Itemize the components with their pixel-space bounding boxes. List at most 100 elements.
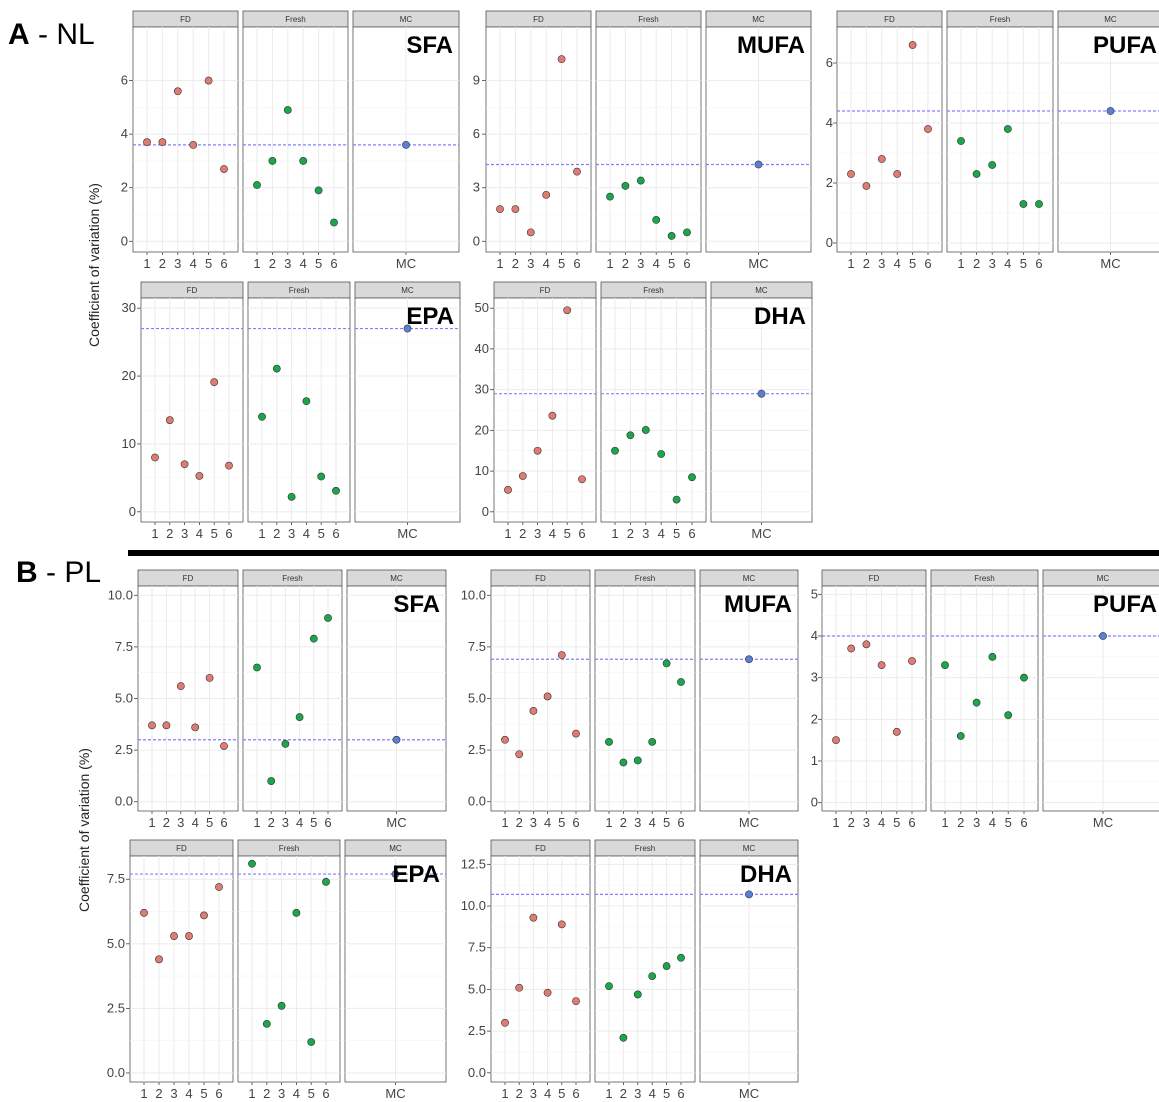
x-tick-label: 2 — [516, 1086, 523, 1101]
data-point — [662, 962, 671, 970]
data-point — [158, 138, 167, 147]
data-point — [529, 913, 538, 922]
y-tick-label: 0 — [811, 795, 818, 810]
x-tick-label: 4 — [293, 1086, 300, 1101]
data-point — [648, 737, 657, 746]
x-tick-label: 5 — [668, 256, 675, 271]
x-tick-label: MC — [748, 256, 768, 271]
data-point — [572, 997, 580, 1006]
data-point — [1019, 200, 1028, 208]
x-tick-label: 3 — [282, 815, 289, 830]
y-tick-label: 3 — [811, 670, 818, 685]
panel-box — [485, 26, 592, 253]
data-point — [148, 721, 156, 730]
x-tick-label: 4 — [649, 1086, 656, 1101]
facet-label: Fresh — [289, 286, 309, 295]
panel-box — [836, 26, 943, 253]
data-point — [292, 908, 301, 917]
facet-label: MC — [390, 574, 403, 583]
data-point — [299, 157, 308, 165]
data-point — [611, 446, 619, 455]
data-point — [988, 161, 997, 169]
y-tick-label: 0 — [482, 504, 489, 519]
x-tick-label: 6 — [322, 1086, 329, 1101]
data-point — [272, 364, 281, 373]
x-tick-label: 1 — [496, 256, 503, 271]
data-point — [677, 953, 685, 962]
data-point — [403, 324, 412, 333]
x-tick-label: 4 — [894, 256, 901, 271]
data-point — [847, 644, 856, 653]
data-point — [667, 232, 676, 240]
section-letter: A — [8, 18, 30, 51]
data-point — [657, 450, 666, 458]
facet-label: MC — [743, 844, 756, 853]
data-point — [893, 170, 902, 178]
data-point — [225, 461, 233, 470]
x-tick-label: 5 — [663, 1086, 670, 1101]
x-tick-label: 3 — [634, 1086, 641, 1101]
panel-box — [242, 26, 349, 253]
x-tick-label: 5 — [200, 1086, 207, 1101]
section-dash: - — [37, 556, 65, 589]
x-tick-label: 2 — [848, 815, 855, 830]
y-tick-label: 7.5 — [115, 639, 133, 654]
data-point — [253, 181, 261, 189]
data-point — [501, 735, 509, 744]
x-tick-label: 6 — [677, 815, 684, 830]
data-point — [677, 678, 685, 686]
data-point — [542, 190, 551, 199]
data-point — [862, 640, 871, 649]
x-tick-label: 4 — [544, 815, 551, 830]
data-point — [295, 713, 304, 721]
x-tick-label: 3 — [288, 526, 295, 541]
y-tick-label: 12.5 — [461, 856, 486, 871]
data-point — [757, 389, 766, 398]
y-tick-label: 4 — [826, 115, 833, 130]
x-tick-label: 4 — [544, 1086, 551, 1101]
x-tick-label: 2 — [273, 526, 280, 541]
x-tick-label: 5 — [315, 256, 322, 271]
y-tick-label: 10 — [122, 436, 136, 451]
data-point — [302, 397, 311, 406]
data-point — [170, 932, 178, 940]
data-point — [518, 472, 527, 480]
facet-label: Fresh — [638, 15, 658, 24]
y-tick-label: 0.0 — [107, 1065, 125, 1080]
x-tick-label: MC — [739, 815, 759, 830]
data-point — [248, 859, 256, 868]
x-tick-label: 5 — [893, 815, 900, 830]
data-point — [501, 1018, 509, 1027]
y-tick-label: 4 — [121, 126, 128, 141]
data-point — [847, 170, 855, 178]
x-tick-label: 2 — [269, 256, 276, 271]
x-tick-label: 2 — [268, 815, 275, 830]
data-point — [391, 870, 400, 878]
x-tick-label: 3 — [973, 815, 980, 830]
panel-title: MUFA — [724, 591, 792, 618]
data-point — [573, 167, 581, 176]
data-point — [504, 485, 512, 494]
x-tick-label: 4 — [549, 526, 556, 541]
data-point — [173, 87, 182, 96]
x-tick-label: 4 — [196, 526, 203, 541]
facet-label: FD — [183, 574, 194, 583]
data-point — [165, 416, 174, 425]
data-point — [151, 453, 159, 462]
y-tick-label: 4 — [811, 628, 818, 643]
x-tick-label: 5 — [310, 815, 317, 830]
data-point — [641, 426, 650, 434]
x-tick-label: 1 — [504, 526, 511, 541]
x-tick-label: 3 — [181, 526, 188, 541]
panel-title: EPA — [392, 861, 440, 888]
facet-label: FD — [180, 15, 191, 24]
y-tick-label: 7.5 — [468, 940, 486, 955]
x-tick-label: 3 — [530, 815, 537, 830]
x-tick-label: 5 — [673, 526, 680, 541]
data-point — [1004, 711, 1013, 720]
data-point — [956, 732, 965, 740]
x-tick-label: MC — [386, 815, 406, 830]
